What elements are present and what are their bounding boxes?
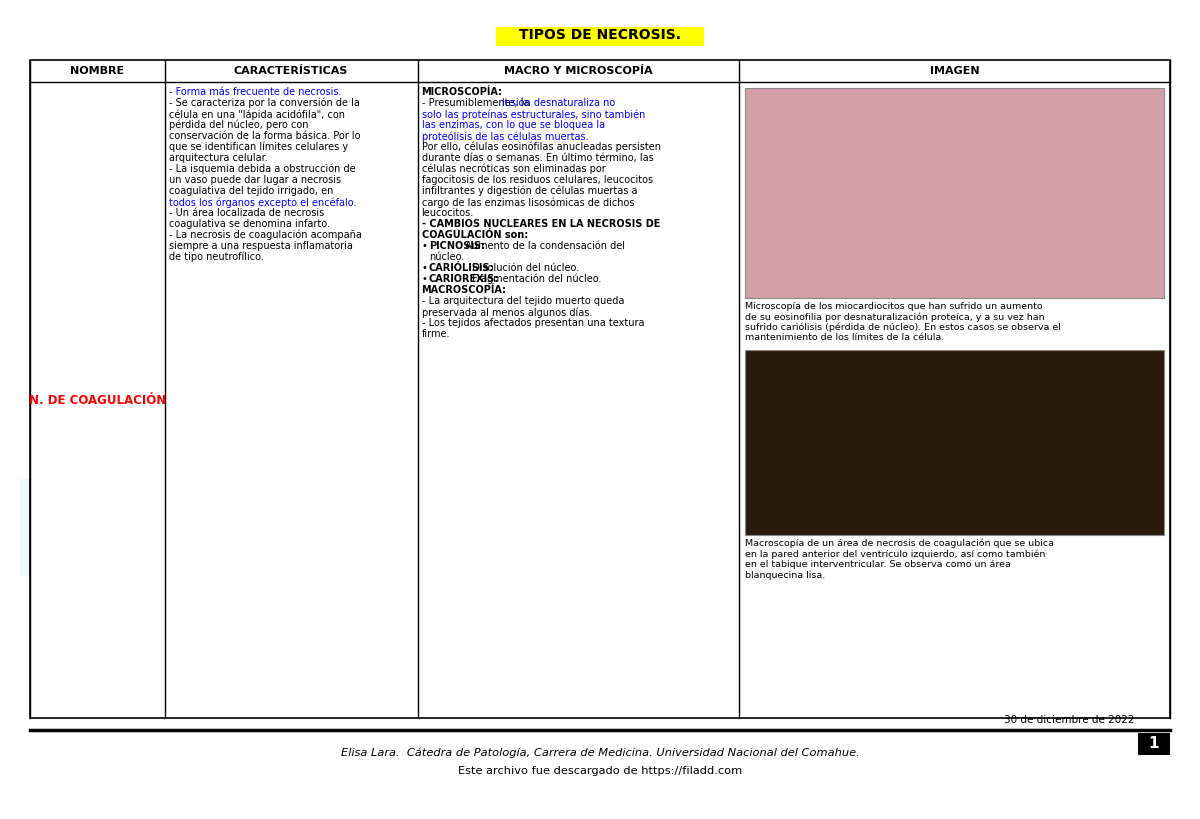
Text: cargo de las enzimas lisosómicas de dichos: cargo de las enzimas lisosómicas de dich… — [421, 197, 634, 207]
Text: 30 de diciembre de 2022: 30 de diciembre de 2022 — [1003, 715, 1134, 725]
Text: siempre a una respuesta inflamatoria: siempre a una respuesta inflamatoria — [168, 241, 353, 251]
Text: núcleo.: núcleo. — [428, 252, 464, 262]
Text: de su eosinofilia por desnaturalización proteíca, y a su vez han: de su eosinofilia por desnaturalización … — [745, 313, 1045, 322]
FancyBboxPatch shape — [496, 26, 704, 46]
Text: 1: 1 — [1148, 736, 1159, 752]
Text: las enzimas, con lo que se bloquea la: las enzimas, con lo que se bloquea la — [421, 120, 605, 130]
Text: - Forma más frecuente de necrosis.: - Forma más frecuente de necrosis. — [168, 87, 341, 97]
Text: blanquecina lisa.: blanquecina lisa. — [745, 571, 826, 580]
Text: todos los órganos excepto el encéfalo.: todos los órganos excepto el encéfalo. — [168, 197, 356, 207]
Text: - La isquemia debida a obstrucción de: - La isquemia debida a obstrucción de — [168, 164, 355, 174]
Text: proteólisis de las células muertas.: proteólisis de las células muertas. — [421, 131, 588, 142]
Bar — [745, 88, 1164, 298]
Text: fagocitosis de los residuos celulares, leucocitos: fagocitosis de los residuos celulares, l… — [421, 175, 653, 185]
Text: que se identifican límites celulares y: que se identifican límites celulares y — [168, 142, 348, 152]
Text: solo las proteínas estructurales, sino también: solo las proteínas estructurales, sino t… — [421, 109, 644, 120]
Text: lesión desnaturaliza no: lesión desnaturaliza no — [502, 98, 614, 108]
Text: - Un área localizada de necrosis: - Un área localizada de necrosis — [168, 208, 324, 218]
Text: infiltrantes y digestión de células muertas a: infiltrantes y digestión de células muer… — [421, 186, 637, 197]
Text: firme.: firme. — [421, 329, 450, 339]
Text: MACROSCOPÍA:: MACROSCOPÍA: — [421, 285, 506, 295]
Text: Disolución del núcleo.: Disolución del núcleo. — [469, 263, 580, 273]
Text: MICROSCOPÍA:: MICROSCOPÍA: — [421, 87, 503, 97]
Text: PICNOSIS:: PICNOSIS: — [428, 241, 485, 251]
Text: en la pared anterior del ventrículo izquierdo, así como también: en la pared anterior del ventrículo izqu… — [745, 550, 1045, 559]
Text: Por ello, células eosinófilas anucleadas persisten: Por ello, células eosinófilas anucleadas… — [421, 142, 661, 152]
Bar — [745, 350, 1164, 535]
Text: •: • — [421, 241, 431, 251]
Text: TIPOS DE NECROSIS.: TIPOS DE NECROSIS. — [520, 28, 682, 42]
Text: CARIOREXIS:: CARIOREXIS: — [428, 274, 499, 284]
Text: FILADD: FILADD — [372, 643, 688, 717]
Text: - La necrosis de coagulación acompaña: - La necrosis de coagulación acompaña — [168, 230, 361, 241]
Text: Este archivo fue descargado de https://filadd.com: Este archivo fue descargado de https://f… — [458, 766, 742, 776]
Text: Macroscopía de un área de necrosis de coagulación que se ubica: Macroscopía de un área de necrosis de co… — [745, 539, 1054, 549]
Text: •: • — [421, 263, 431, 273]
Text: conservación de la forma básica. Por lo: conservación de la forma básica. Por lo — [168, 131, 360, 141]
Text: MACRO Y MICROSCOPÍA: MACRO Y MICROSCOPÍA — [504, 66, 653, 76]
Text: NOMBRE: NOMBRE — [70, 66, 125, 76]
Text: coagulativa del tejido irrigado, en: coagulativa del tejido irrigado, en — [168, 186, 332, 196]
Text: un vaso puede dar lugar a necrosis: un vaso puede dar lugar a necrosis — [168, 175, 341, 185]
Text: N. DE COAGULACIÓN: N. DE COAGULACIÓN — [29, 393, 166, 406]
Text: preservada al menos algunos días.: preservada al menos algunos días. — [421, 307, 592, 318]
Text: Elisa Lara.  Cátedra de Patología, Carrera de Medicina. Universidad Nacional del: Elisa Lara. Cátedra de Patología, Carrer… — [341, 748, 859, 758]
Text: - La arquitectura del tejido muerto queda: - La arquitectura del tejido muerto qued… — [421, 296, 624, 306]
Text: COAGULACIÓN son:: COAGULACIÓN son: — [421, 230, 528, 240]
Text: - Los tejidos afectados presentan una textura: - Los tejidos afectados presentan una te… — [421, 318, 644, 328]
Text: en el tabique interventricular. Se observa como un área: en el tabique interventricular. Se obser… — [745, 560, 1010, 569]
Text: CARIÓLISIS:: CARIÓLISIS: — [428, 263, 494, 273]
Text: coagulativa se denomina infarto.: coagulativa se denomina infarto. — [168, 219, 330, 229]
Text: - Presumiblemente, la: - Presumiblemente, la — [421, 98, 533, 108]
Text: de tipo neutrofílico.: de tipo neutrofílico. — [168, 252, 263, 263]
Text: - CAMBIOS NUCLEARES EN LA NECROSIS DE: - CAMBIOS NUCLEARES EN LA NECROSIS DE — [421, 219, 660, 229]
Text: célula en una "lápida acidófila", con: célula en una "lápida acidófila", con — [168, 109, 344, 120]
Text: •: • — [421, 274, 431, 284]
Text: arquitectura celular.: arquitectura celular. — [168, 153, 268, 163]
Text: Aumento de la condensación del: Aumento de la condensación del — [462, 241, 625, 251]
Text: CARACTERÍSTICAS: CARACTERÍSTICAS — [234, 66, 348, 76]
Text: - Se caracteriza por la conversión de la: - Se caracteriza por la conversión de la — [168, 98, 359, 108]
Text: pérdida del núcleo, pero con: pérdida del núcleo, pero con — [168, 120, 308, 130]
Text: durante días o semanas. En último término, las: durante días o semanas. En último términ… — [421, 153, 653, 163]
Bar — [1138, 733, 1170, 755]
Text: células necróticas son eliminadas por: células necróticas son eliminadas por — [421, 164, 605, 174]
Text: mantenimiento de los límites de la célula.: mantenimiento de los límites de la célul… — [745, 333, 944, 342]
Text: leucocitos.: leucocitos. — [421, 208, 474, 218]
Text: Microscopía de los miocardiocitos que han sufrido un aumento: Microscopía de los miocardiocitos que ha… — [745, 302, 1043, 311]
Text: Fragmentación del núcleo.: Fragmentación del núcleo. — [469, 274, 601, 284]
Text: sufrido cariólisis (pérdida de núcleo). En estos casos se observa el: sufrido cariólisis (pérdida de núcleo). … — [745, 323, 1061, 333]
Bar — [30, 60, 1170, 718]
Text: FILADD: FILADD — [7, 477, 552, 604]
Text: IMAGEN: IMAGEN — [930, 66, 979, 76]
Text: FILADD: FILADD — [499, 563, 900, 657]
